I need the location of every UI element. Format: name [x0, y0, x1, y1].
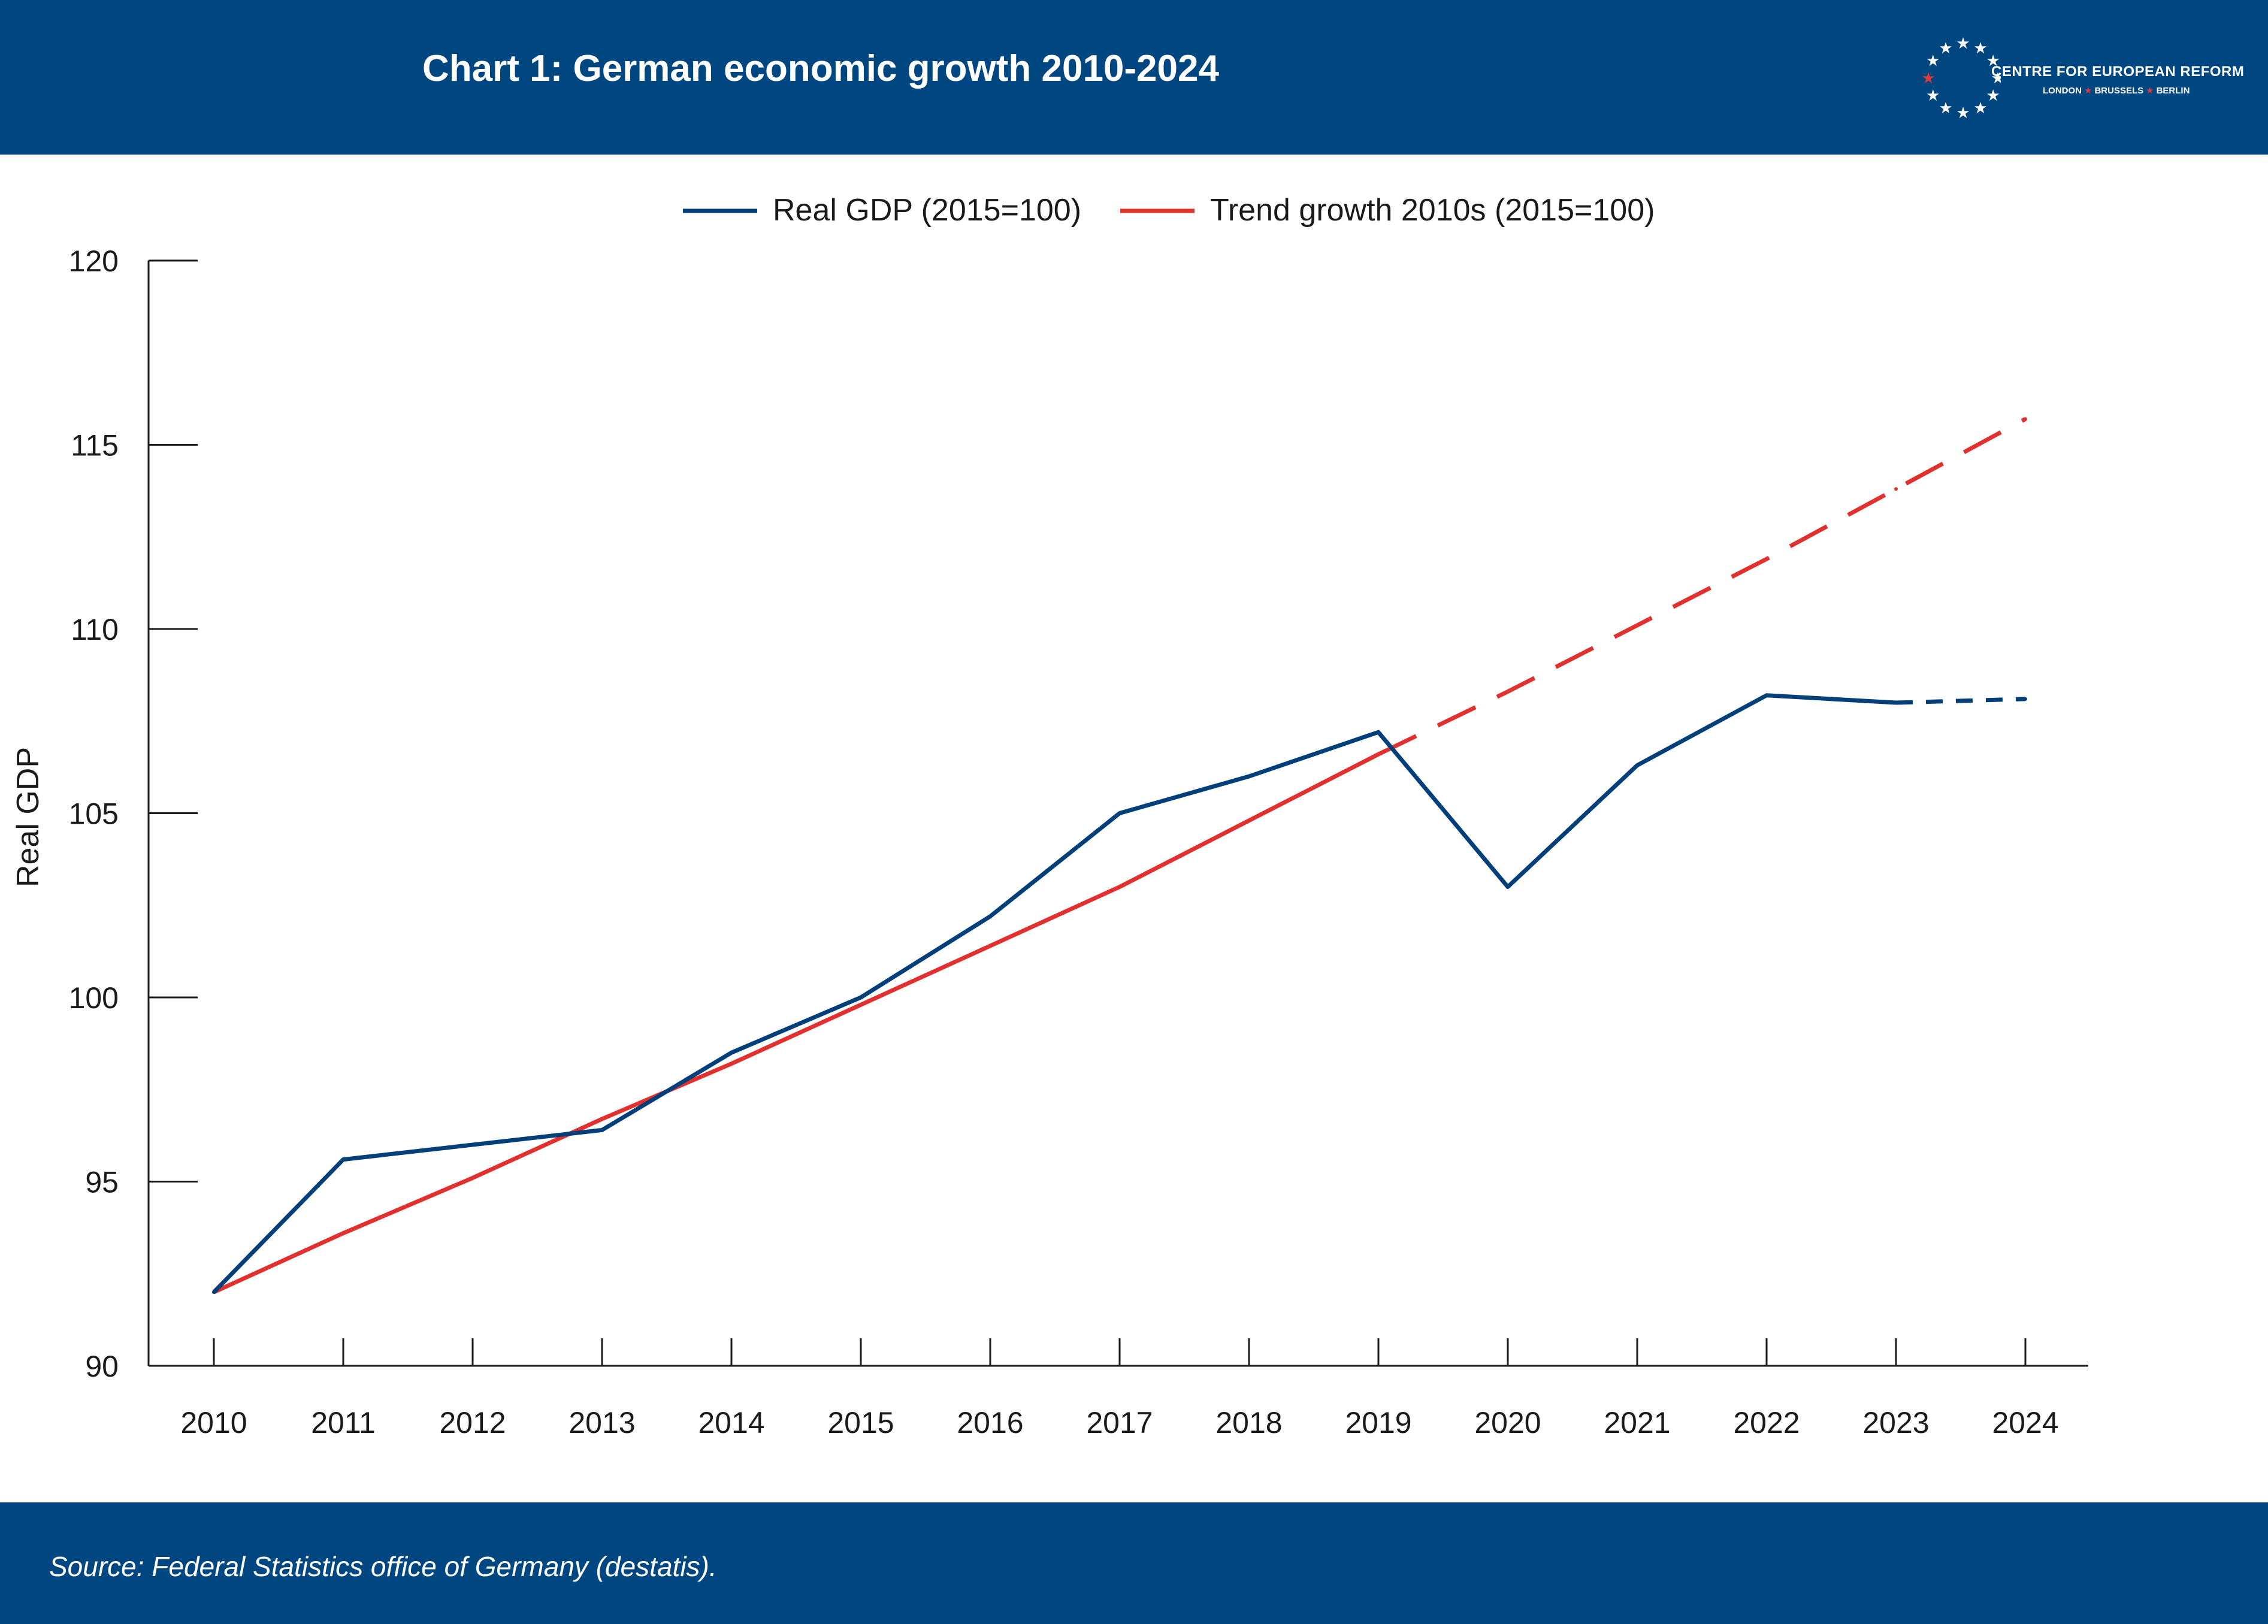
data-point: [1765, 557, 1768, 561]
data-point: [2024, 417, 2027, 421]
y-tick-label: 120: [69, 244, 119, 278]
x-tick-label: 2013: [568, 1406, 635, 1439]
y-tick-label: 100: [69, 981, 119, 1015]
data-point: [859, 996, 863, 999]
axes: 90 95 100 105 110 115 120 2010 2011 2012 2013 2014 2…: [69, 244, 2088, 1439]
logo-star-icon: ★: [1939, 99, 1952, 117]
city-berlin: BERLIN: [2156, 86, 2190, 96]
x-tick-label: 2010: [180, 1406, 247, 1439]
series-layer: [212, 417, 2027, 1295]
x-tick-label: 2018: [1215, 1406, 1282, 1439]
x-tick-label: 2017: [1086, 1406, 1153, 1439]
data-point: [730, 1051, 733, 1055]
data-point: [1635, 763, 1639, 767]
data-point: [212, 1290, 216, 1294]
x-tick-label: 2022: [1733, 1406, 1800, 1439]
logo-star-icon: ★: [1956, 104, 1970, 122]
x-tick-label: 2011: [311, 1406, 376, 1439]
logo-star-icon: ★: [1926, 52, 1940, 69]
x-tick-label: 2020: [1474, 1406, 1541, 1439]
x-tick-label: 2016: [957, 1406, 1023, 1439]
x-tick-label: 2021: [1604, 1406, 1670, 1439]
cer-logo: ★ ★ ★ ★ ★ ★ ★ ★ ★ ★ ★ ★ CENTRE FOR EUROPEAN REFORM …: [1917, 31, 2244, 127]
series-line-real-gdp-dashed: [1895, 697, 2026, 705]
data-point: [600, 1117, 604, 1121]
logo-star-icon: ★: [1939, 39, 1952, 57]
data-point: [1765, 693, 1768, 697]
series-line-real-gdp: [212, 693, 1897, 1294]
x-tick-label: 2015: [827, 1406, 894, 1439]
city-brussels: BRUSSELS: [2094, 86, 2144, 96]
data-point: [1506, 689, 1510, 694]
line-chart: Real GDP (2015=100) Trend growth 2010s (…: [11, 193, 2088, 1439]
logo-star-icon: ★: [1991, 69, 2001, 87]
data-point: [1635, 623, 1639, 627]
data-point: [600, 1128, 604, 1132]
logo-star-icon: ★: [1973, 99, 1987, 117]
star-ring-icon: ★ ★★★★★★★★★★★: [1921, 34, 2001, 122]
y-tick-label: 105: [69, 797, 119, 831]
logo-star-icon: ★: [1973, 39, 1987, 57]
legend: Real GDP (2015=100) Trend growth 2010s (…: [683, 193, 1655, 228]
x-tick-label: 2014: [698, 1406, 764, 1439]
org-cities: LONDON ★ BRUSSELS ★ BERLIN: [2043, 85, 2190, 96]
org-name: CENTRE FOR EUROPEAN REFORM: [1991, 63, 2245, 80]
data-point: [471, 1176, 474, 1180]
y-tick-label: 90: [85, 1350, 119, 1383]
chart-title: Chart 1: German economic growth 2010-202…: [422, 48, 1219, 89]
data-point: [859, 1003, 863, 1007]
logo-star-icon: ★: [1986, 52, 2000, 69]
header-banner: Chart 1: German economic growth 2010-202…: [0, 0, 2268, 155]
legend-label-trend: Trend growth 2010s (2015=100): [1210, 193, 1655, 228]
data-point: [341, 1157, 345, 1162]
x-tick-label: 2023: [1862, 1406, 1929, 1439]
data-point: [1247, 775, 1251, 778]
data-point: [1506, 885, 1510, 889]
data-point: [2024, 697, 2027, 701]
y-tick-label: 95: [85, 1166, 119, 1199]
data-point: [988, 914, 992, 918]
data-point: [1377, 730, 1380, 734]
data-point: [1377, 752, 1380, 757]
logo-star-icon: ★: [1956, 34, 1970, 52]
x-tick-label: 2012: [439, 1406, 506, 1439]
star-separator-icon: ★: [2146, 86, 2154, 96]
data-point: [988, 943, 992, 948]
logo-star-icon: ★: [1926, 86, 1940, 104]
data-point: [471, 1143, 474, 1147]
y-axis-label: Real GDP: [11, 747, 46, 887]
city-london: LONDON: [2043, 86, 2082, 96]
star-separator-icon: ★: [2084, 86, 2092, 96]
logo-star-icon: ★: [1921, 69, 1935, 87]
series-line-trend-dashed: [1377, 417, 2027, 757]
source-note: Source: Federal Statistics office of Ger…: [49, 1551, 717, 1582]
series-line-trend: [213, 752, 1380, 1295]
x-tick-label: 2024: [1992, 1406, 2058, 1439]
data-point: [1894, 487, 1898, 491]
data-point: [341, 1231, 345, 1235]
footer-banner: Source: Federal Statistics office of Ger…: [0, 1502, 2268, 1624]
data-point: [1118, 811, 1121, 815]
legend-label-real-gdp: Real GDP (2015=100): [773, 193, 1081, 228]
data-point: [730, 1062, 733, 1066]
x-tick-label: 2019: [1345, 1406, 1411, 1439]
data-point: [1118, 885, 1121, 889]
data-point: [1247, 818, 1251, 822]
y-tick-label: 110: [71, 613, 119, 646]
data-point: [1894, 701, 1898, 704]
y-tick-label: 115: [71, 429, 119, 462]
logo-star-icon: ★: [1986, 86, 2000, 104]
